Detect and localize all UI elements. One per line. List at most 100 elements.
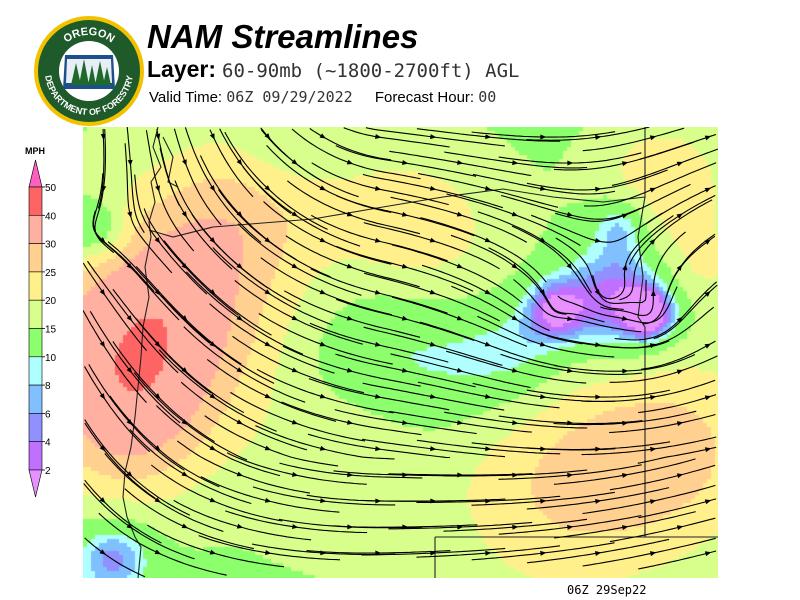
streamline-arrowhead bbox=[676, 161, 684, 167]
streamline-arrowhead bbox=[457, 524, 464, 530]
streamline bbox=[527, 538, 670, 564]
streamline bbox=[83, 483, 195, 560]
streamline-arrowhead bbox=[621, 525, 629, 531]
streamline-arrowhead bbox=[126, 471, 133, 478]
map-timestamp: 06Z 29Sep22 bbox=[567, 583, 647, 597]
streamline-arrowhead bbox=[484, 185, 492, 191]
streamline bbox=[554, 511, 696, 539]
streamline-arrowhead bbox=[401, 263, 409, 269]
streamline-arrowhead bbox=[621, 315, 629, 321]
streamline-arrowhead bbox=[484, 289, 492, 295]
streamline bbox=[92, 210, 180, 321]
streamline-arrowhead bbox=[622, 420, 629, 426]
streamline-arrowhead bbox=[539, 341, 547, 347]
streamline-arrowhead bbox=[539, 186, 547, 191]
streamline bbox=[98, 512, 227, 576]
streamline-arrowhead bbox=[704, 290, 711, 297]
streamline-arrowhead bbox=[101, 185, 107, 192]
puget-sound bbox=[162, 136, 179, 188]
streamline bbox=[311, 214, 448, 262]
streamline-arrowhead bbox=[126, 367, 133, 374]
streamline bbox=[498, 152, 642, 164]
streamline bbox=[309, 322, 449, 363]
streamline bbox=[260, 127, 325, 183]
wind-speed-shading bbox=[83, 127, 718, 578]
streamline bbox=[638, 550, 717, 570]
streamline-arrowhead bbox=[650, 290, 656, 297]
streamline-arrowhead bbox=[676, 264, 683, 271]
streamline-arrowhead bbox=[650, 446, 657, 452]
streamline-arrowhead bbox=[320, 550, 327, 556]
streamline-arrowhead bbox=[181, 367, 188, 373]
streamline-arrowhead bbox=[155, 185, 160, 192]
streamline bbox=[200, 476, 340, 513]
streamline-arrowhead bbox=[540, 550, 547, 556]
streamline-arrowhead bbox=[346, 315, 354, 321]
streamline-arrowhead bbox=[264, 185, 271, 192]
streamline-arrowhead bbox=[401, 367, 409, 373]
legend-swatch bbox=[28, 299, 43, 329]
streamline bbox=[643, 233, 716, 325]
streamline bbox=[335, 145, 477, 177]
streamline bbox=[472, 173, 615, 195]
streamline-arrowhead bbox=[320, 498, 327, 504]
streamline-arrowhead bbox=[539, 237, 546, 243]
streamline-arrowhead bbox=[264, 341, 272, 347]
streamline-arrowhead bbox=[595, 134, 602, 140]
streamline-arrowhead bbox=[99, 237, 106, 244]
streamline bbox=[83, 262, 148, 351]
streamline bbox=[160, 295, 275, 384]
streamline bbox=[614, 281, 717, 341]
legend-tick-label: 2 bbox=[45, 466, 51, 477]
streamline bbox=[112, 288, 212, 394]
streamline bbox=[311, 162, 449, 206]
legend-arrow-bottom bbox=[28, 469, 43, 498]
streamline-arrowhead bbox=[457, 472, 464, 478]
streamline bbox=[307, 433, 450, 459]
streamline-arrowhead bbox=[594, 237, 602, 243]
streamline-arrowhead bbox=[622, 264, 628, 271]
streamline-arrowhead bbox=[236, 419, 244, 425]
streamline-arrowhead bbox=[567, 316, 574, 322]
streamline-arrowhead bbox=[126, 419, 133, 426]
streamline-arrowhead bbox=[456, 263, 464, 269]
streamline-arrowhead bbox=[236, 211, 243, 218]
streamline bbox=[498, 514, 642, 535]
streamline-arrowhead bbox=[126, 263, 133, 270]
streamline bbox=[665, 235, 716, 298]
streamline-arrowhead bbox=[209, 341, 216, 347]
streamline bbox=[641, 340, 716, 370]
streamline-arrowhead bbox=[430, 550, 437, 556]
streamline-arrowhead bbox=[456, 315, 464, 321]
streamline-arrowhead bbox=[650, 395, 657, 400]
streamline bbox=[150, 464, 283, 522]
streamline bbox=[526, 169, 668, 191]
streamline-arrowhead bbox=[485, 498, 492, 504]
legend-swatch bbox=[28, 356, 43, 386]
streamline bbox=[584, 162, 717, 207]
streamline-arrowhead bbox=[402, 420, 409, 426]
streamline-arrowhead bbox=[99, 497, 106, 504]
streamline-arrowhead bbox=[181, 263, 188, 270]
layer-value: 60-90mb (~1800-2700ft) AGL bbox=[222, 60, 520, 82]
streamline-arrowhead bbox=[346, 419, 354, 425]
streamline-arrowhead bbox=[347, 472, 354, 478]
streamline bbox=[209, 129, 254, 198]
legend-swatch bbox=[28, 215, 43, 244]
streamline bbox=[391, 244, 523, 304]
streamline-arrowhead bbox=[484, 237, 492, 243]
streamline bbox=[94, 129, 115, 254]
streamline-arrowhead bbox=[181, 471, 188, 477]
streamline-arrowhead bbox=[704, 343, 712, 349]
streamline bbox=[145, 130, 195, 252]
streamline-arrowhead bbox=[621, 161, 629, 167]
streamline bbox=[628, 194, 716, 265]
streamline bbox=[104, 453, 224, 533]
streamline bbox=[638, 394, 717, 414]
coastline bbox=[122, 127, 162, 578]
streamline-arrowhead bbox=[346, 211, 354, 217]
streamline bbox=[531, 212, 663, 243]
streamline bbox=[158, 349, 277, 432]
streamline-arrowhead bbox=[456, 367, 464, 373]
legend-swatch bbox=[28, 328, 43, 358]
